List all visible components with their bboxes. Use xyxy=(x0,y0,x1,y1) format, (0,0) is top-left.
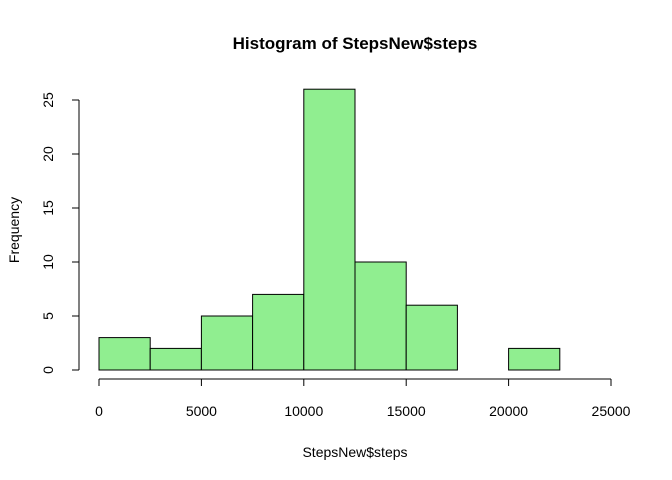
histogram-bar xyxy=(508,347,561,371)
histogram-bar xyxy=(405,304,458,371)
histogram-bar xyxy=(149,347,202,371)
y-tick-label: 10 xyxy=(40,254,56,270)
histogram-bar xyxy=(354,261,407,371)
x-tick-label: 0 xyxy=(95,403,103,419)
y-tick-label: 20 xyxy=(40,146,56,162)
x-tick-label: 15000 xyxy=(387,403,426,419)
y-axis: 0 5 10 15 20 25 xyxy=(40,92,80,374)
histogram-bar xyxy=(98,337,151,371)
y-axis-label: Frequency xyxy=(6,197,22,263)
histogram-bars xyxy=(98,88,561,371)
y-tick-label: 5 xyxy=(40,312,56,320)
x-axis: 0 5000 10000 15000 20000 25000 xyxy=(95,378,631,419)
histogram-bar xyxy=(252,293,305,371)
x-tick-label: 25000 xyxy=(592,403,631,419)
x-axis-label: StepsNew$steps xyxy=(302,444,407,460)
y-tick-label: 0 xyxy=(40,366,56,374)
y-tick-label: 25 xyxy=(40,92,56,108)
chart-title: Histogram of StepsNew$steps xyxy=(233,34,478,53)
x-tick-label: 20000 xyxy=(489,403,528,419)
histogram-bar xyxy=(303,88,356,371)
y-tick-label: 15 xyxy=(40,200,56,216)
x-tick-label: 5000 xyxy=(186,403,217,419)
x-tick-label: 10000 xyxy=(284,403,323,419)
histogram-bar xyxy=(200,315,254,371)
